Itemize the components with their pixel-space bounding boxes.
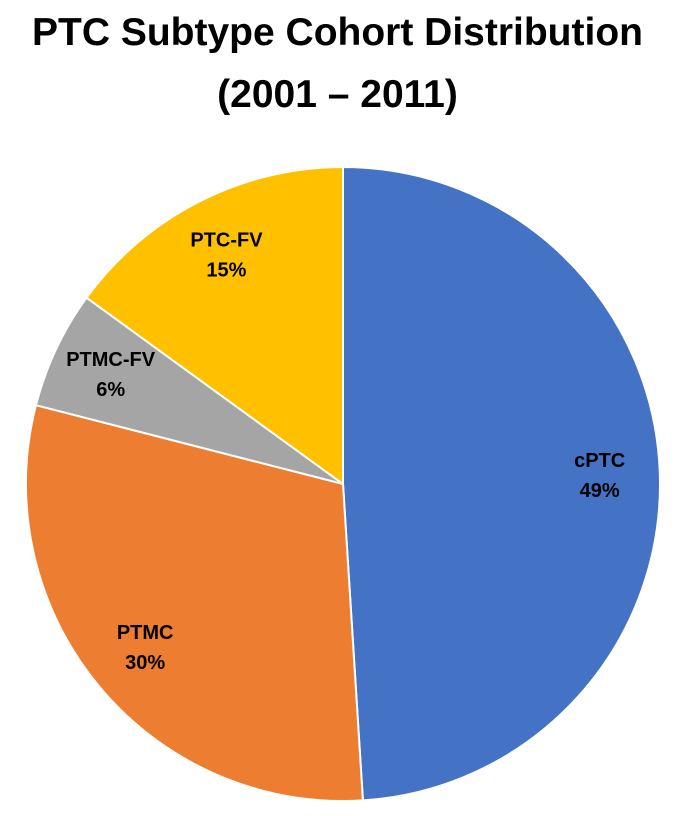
pie-slice (342, 165, 661, 802)
value-label: 49% (580, 480, 620, 502)
pie-slice (34, 296, 344, 485)
value-label: 6% (96, 379, 125, 401)
pie-slice (85, 165, 344, 486)
value-label: 30% (125, 652, 165, 674)
slice-label: cPTC (574, 450, 625, 472)
chart-title: PTC Subtype Cohort Distribution (2001 – … (32, 11, 643, 116)
pie-slice (25, 403, 364, 802)
slice-label: PTMC-FV (66, 349, 156, 371)
slice-label: PTMC (117, 622, 174, 644)
slice-label: PTC-FV (190, 229, 263, 251)
value-label: 15% (206, 259, 246, 281)
